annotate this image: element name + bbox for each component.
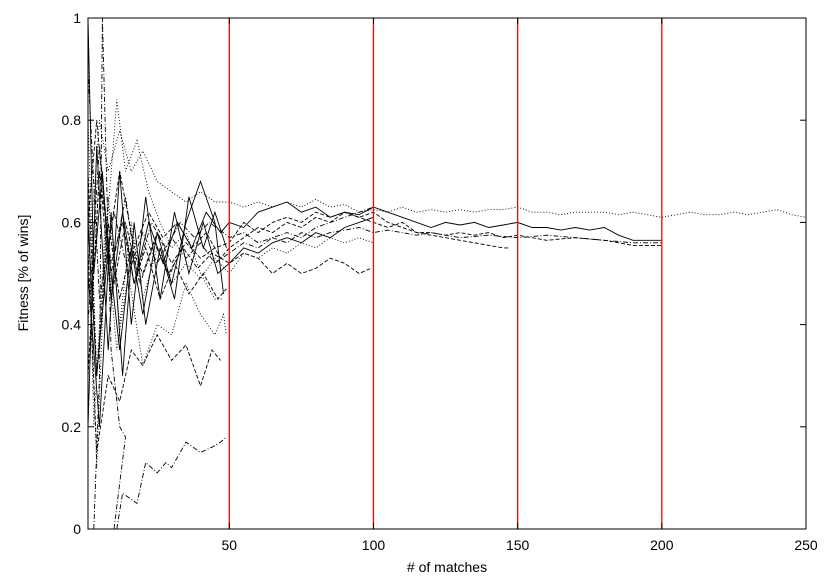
x-tick-label: 150 — [506, 537, 530, 553]
x-tick-label: 100 — [362, 537, 386, 553]
series-line-2 — [87, 17, 662, 300]
series-line-9 — [87, 145, 374, 427]
y-tick-label: 0 — [73, 521, 81, 537]
plot-marks — [87, 17, 807, 530]
series-line-12 — [87, 171, 227, 427]
series-line-7 — [87, 171, 371, 376]
y-tick-label: 1 — [73, 10, 81, 26]
y-tick-label: 0.6 — [62, 214, 82, 230]
y-tick-label: 0.8 — [62, 112, 82, 128]
series-line-1 — [87, 120, 807, 274]
series-line-5 — [87, 120, 509, 259]
series-line-15 — [87, 171, 227, 376]
series-line-13 — [87, 247, 221, 453]
x-tick-label: 200 — [650, 537, 674, 553]
y-axis-label: Fitness [% of wins] — [15, 215, 31, 332]
series-line-17 — [116, 436, 227, 530]
x-tick-label: 50 — [222, 537, 238, 553]
series-line-4 — [87, 145, 662, 325]
plot-frame — [87, 17, 807, 530]
y-tick-label: 0.4 — [62, 317, 82, 333]
x-axis-label: # of matches — [407, 559, 487, 575]
series-line-6 — [87, 120, 374, 376]
x-tick-label: 250 — [794, 537, 818, 553]
series-line-11 — [87, 196, 227, 427]
series-line-16 — [93, 17, 126, 530]
axis-ticks: 50 100 150 200 250 0 0.2 0.4 0.6 0.8 1 — [62, 10, 818, 553]
series-line-14 — [87, 99, 224, 468]
y-tick-label: 0.2 — [62, 419, 82, 435]
series-line-10 — [87, 180, 224, 376]
